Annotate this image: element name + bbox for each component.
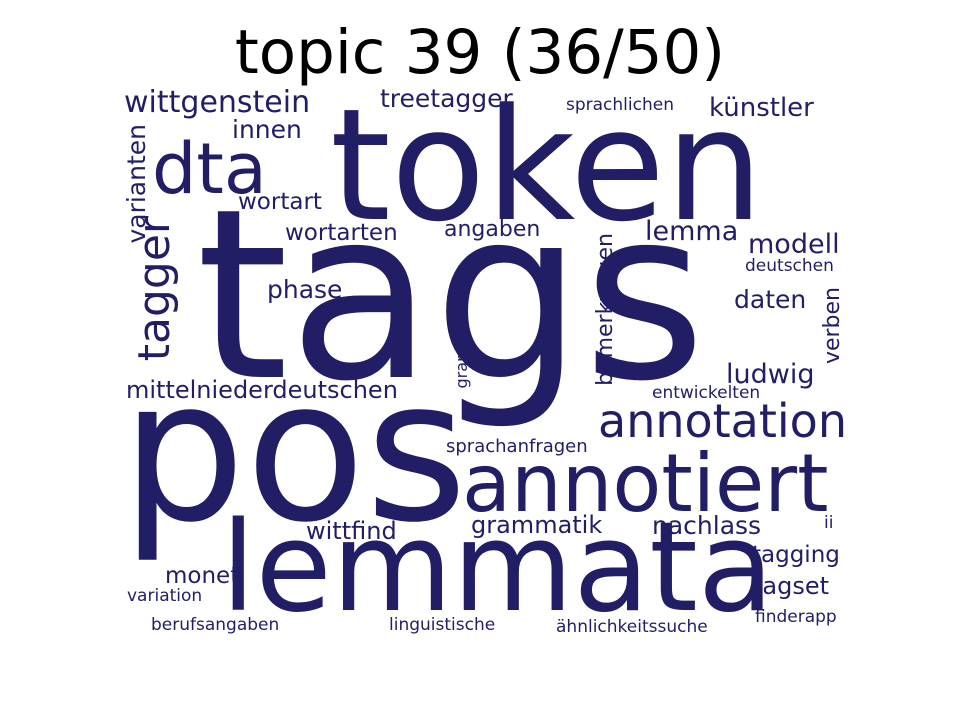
- word-sprachanfragen: sprachanfragen: [446, 436, 588, 457]
- word-grammatik: grammatik: [471, 511, 603, 539]
- word-angaben: angaben: [444, 217, 541, 242]
- word-dta: dta: [152, 128, 267, 210]
- word-bemerkungen: bemerkungen: [593, 233, 618, 386]
- word-wortart: wortart: [238, 189, 322, 215]
- word-annotiert: annotiert: [462, 437, 829, 530]
- page-title: topic 39 (36/50): [234, 17, 726, 88]
- word-pos: pos: [121, 338, 468, 566]
- word-innen: innen: [232, 115, 302, 144]
- word-varianten: varianten: [122, 124, 151, 244]
- word-berufsangaben: berufsangaben: [151, 615, 280, 635]
- word-deutschen: deutschen: [745, 256, 834, 276]
- word-monet: monet: [165, 563, 240, 589]
- word-entwickelten: entwickelten: [652, 383, 761, 403]
- word-tagging: tagging: [752, 542, 840, 568]
- word-verben: verben: [820, 287, 845, 365]
- word-wittgenstein: wittgenstein: [124, 85, 311, 120]
- word-lemma: lemma: [645, 216, 739, 247]
- word-ii: ii: [824, 513, 834, 533]
- word-mittelniederdeutschen: mittelniederdeutschen: [126, 376, 398, 404]
- word-treetagger: treetagger: [380, 84, 513, 113]
- word-phase: phase: [267, 275, 343, 304]
- word-wittfind: wittfind: [306, 517, 397, 545]
- word-tagset: tagset: [753, 572, 830, 600]
- word-token: token: [330, 75, 764, 256]
- word-annotation: annotation: [598, 394, 847, 448]
- word-variation: variation: [127, 586, 203, 606]
- word-kuenstler: künstler: [709, 93, 814, 123]
- word-aehnlichkeitssuche: ähnlichkeitssuche: [556, 617, 708, 637]
- word-wortarten: wortarten: [285, 220, 398, 246]
- word-sprachlichen: sprachlichen: [566, 95, 674, 115]
- word-nachlass: nachlass: [652, 511, 762, 540]
- word-tags: tags: [196, 158, 706, 433]
- word-lemmata: lemmata: [221, 496, 774, 640]
- word-linguistische: linguistische: [389, 615, 496, 635]
- word-grammatischen: grammatischen: [452, 263, 471, 389]
- word-daten: daten: [734, 285, 807, 314]
- word-modell: modell: [748, 229, 840, 260]
- word-finderapp: finderapp: [755, 607, 837, 627]
- word-ludwig: ludwig: [726, 359, 815, 390]
